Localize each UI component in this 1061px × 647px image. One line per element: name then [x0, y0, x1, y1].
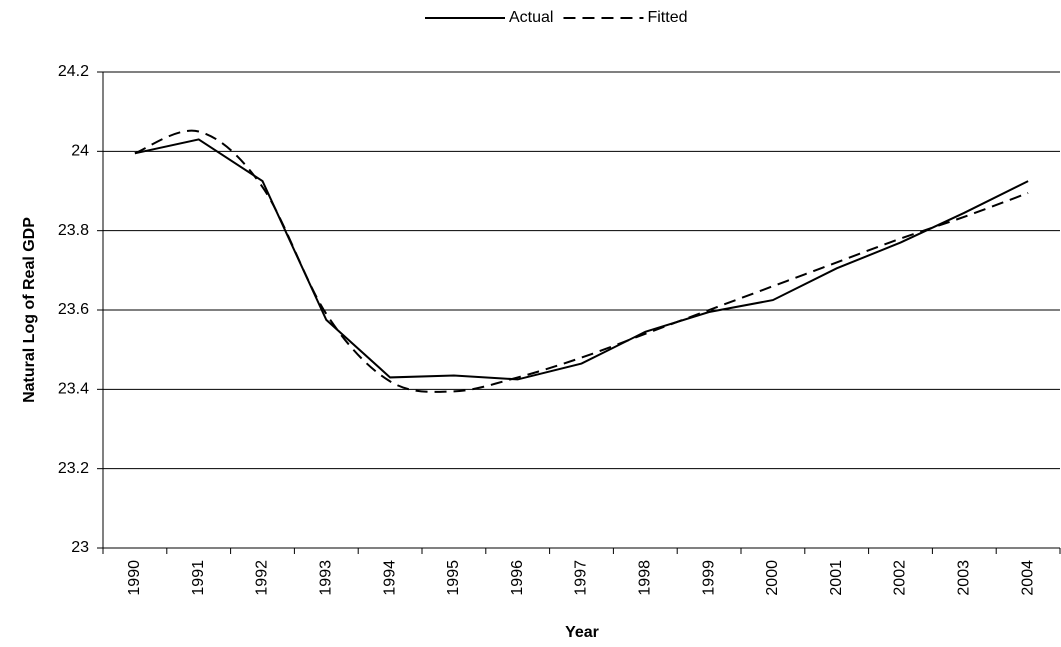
x-axis-label: Year — [565, 624, 599, 641]
y-tick-label: 23.2 — [58, 460, 89, 477]
x-tick-label: 2003 — [956, 560, 973, 596]
x-tick-label: 1998 — [637, 560, 654, 596]
series-line — [134, 129, 1029, 393]
y-tick-label: 24 — [71, 143, 89, 160]
series-line — [134, 138, 1029, 381]
x-tick-label: 1990 — [126, 560, 143, 596]
x-tick-label: 1997 — [573, 560, 590, 596]
x-tick-label: 2004 — [1019, 560, 1036, 596]
y-tick-label: 24.2 — [58, 63, 89, 80]
x-tick-label: 1993 — [318, 560, 335, 596]
legend-label: Actual — [509, 9, 553, 26]
y-tick-label: 23 — [71, 539, 89, 556]
x-tick-label: 1996 — [509, 560, 526, 596]
x-tick-label: 2002 — [892, 560, 909, 596]
y-axis-label: Natural Log of Real GDP — [21, 217, 38, 403]
x-tick-label: 1994 — [381, 560, 398, 596]
y-tick-label: 23.8 — [58, 222, 89, 239]
x-tick-label: 2001 — [828, 560, 845, 596]
x-tick-label: 1999 — [700, 560, 717, 596]
x-tick-label: 1995 — [445, 560, 462, 596]
x-tick-label: 1991 — [190, 560, 207, 596]
y-tick-label: 23.6 — [58, 301, 89, 318]
x-tick-label: 2000 — [764, 560, 781, 596]
x-tick-label: 1992 — [254, 560, 271, 596]
y-tick-label: 23.4 — [58, 381, 89, 398]
legend-label: Fitted — [647, 9, 687, 26]
